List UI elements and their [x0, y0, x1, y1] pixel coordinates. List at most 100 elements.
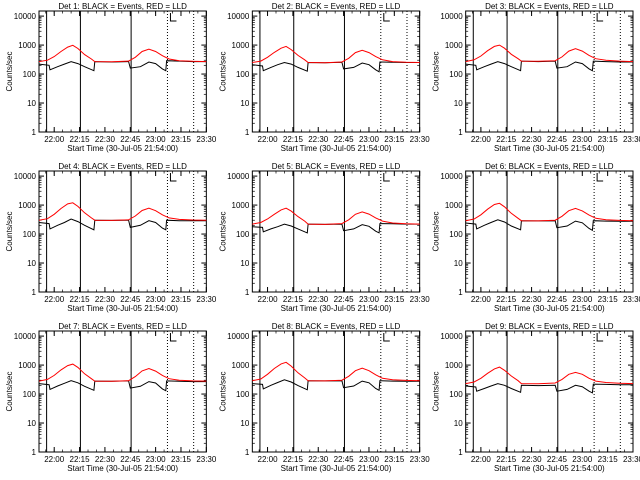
x-tick-label: 23:30: [196, 455, 217, 464]
y-axis-label: Counts/sec: [432, 211, 441, 251]
x-axis-label: Start Time (30-Jul-05 21:54:00): [67, 304, 178, 313]
y-tick-label: 100: [23, 70, 37, 79]
x-tick-label: 23:00: [572, 455, 593, 464]
x-axis-label: Start Time (30-Jul-05 21:54:00): [67, 464, 178, 473]
x-tick-label: 23:15: [171, 135, 192, 144]
bracket-marker: [596, 173, 604, 182]
x-tick-label: 22:00: [44, 295, 65, 304]
x-tick-label: 22:45: [334, 135, 355, 144]
x-tick-label: 22:45: [120, 135, 141, 144]
series-lld-line: [465, 366, 634, 385]
bracket-marker: [383, 13, 390, 22]
y-tick-label: 10000: [440, 172, 463, 181]
chart-title: Det 4: BLACK = Events, RED = LLD: [58, 162, 187, 171]
x-axis-label: Start Time (30-Jul-05 21:54:00): [67, 144, 178, 153]
x-tick-label: 23:00: [146, 455, 167, 464]
plot-frame: [251, 170, 421, 293]
bracket-marker: [169, 333, 177, 342]
y-tick-label: 100: [449, 70, 463, 79]
y-axis-label: Counts/sec: [5, 371, 14, 411]
chart-panel-1: Det 1: BLACK = Events, RED = LLD 1 10 100 10…: [5, 2, 217, 153]
chart-title: Det 9: BLACK = Events, RED = LLD: [485, 322, 614, 331]
x-tick-label: 22:15: [496, 135, 517, 144]
y-tick-label: 1: [458, 288, 463, 297]
y-tick-label: 1000: [18, 361, 36, 370]
chart-panel-8: Det 8: BLACK = Events, RED = LLD 1 10 100 10…: [218, 322, 430, 473]
y-tick-label: 10: [240, 259, 249, 268]
x-tick-label: 23:30: [196, 135, 217, 144]
x-tick-label: 22:15: [70, 135, 91, 144]
x-tick-label: 22:45: [334, 455, 355, 464]
x-tick-label: 23:30: [623, 455, 640, 464]
chart-panel-2: Det 2: BLACK = Events, RED = LLD 1 10 100 10…: [218, 2, 430, 153]
y-tick-label: 1: [32, 128, 37, 137]
x-tick-label: 23:00: [359, 455, 380, 464]
chart-title: Det 8: BLACK = Events, RED = LLD: [272, 322, 401, 331]
x-axis-label: Start Time (30-Jul-05 21:54:00): [281, 144, 392, 153]
x-tick-label: 22:15: [283, 295, 304, 304]
x-tick-label: 22:30: [308, 295, 329, 304]
x-tick-label: 22:15: [70, 295, 91, 304]
y-tick-label: 100: [236, 70, 250, 79]
chart-title: Det 1: BLACK = Events, RED = LLD: [58, 2, 187, 11]
x-axis-label: Start Time (30-Jul-05 21:54:00): [494, 464, 605, 473]
bracket-marker: [596, 13, 604, 22]
y-tick-label: 10000: [440, 332, 463, 341]
x-tick-label: 23:00: [359, 295, 380, 304]
x-tick-label: 22:00: [258, 135, 279, 144]
x-tick-label: 22:30: [522, 295, 543, 304]
y-tick-label: 1000: [18, 201, 36, 210]
y-tick-label: 1: [245, 448, 250, 457]
x-tick-label: 23:00: [146, 295, 167, 304]
x-axis-label: Start Time (30-Jul-05 21:54:00): [494, 144, 605, 153]
x-tick-label: 23:15: [171, 455, 192, 464]
y-tick-label: 10000: [227, 12, 250, 21]
series-events-line: [38, 380, 207, 392]
chart-panel-6: Det 6: BLACK = Events, RED = LLD 1 10 100 10…: [432, 162, 640, 313]
x-tick-label: 23:30: [623, 295, 640, 304]
x-tick-label: 22:00: [44, 455, 65, 464]
x-tick-label: 22:45: [547, 135, 568, 144]
chart-panel-9: Det 9: BLACK = Events, RED = LLD 1 10 100 10…: [432, 322, 640, 473]
y-tick-label: 100: [23, 230, 37, 239]
x-tick-label: 22:00: [44, 135, 65, 144]
chart-title: Det 7: BLACK = Events, RED = LLD: [58, 322, 187, 331]
series-events-line: [252, 379, 420, 392]
series-events-line: [465, 383, 633, 394]
x-tick-label: 22:30: [308, 455, 329, 464]
bracket-marker: [169, 173, 177, 182]
x-tick-label: 22:15: [496, 455, 517, 464]
y-tick-label: 1: [245, 128, 250, 137]
x-tick-label: 23:00: [572, 135, 593, 144]
y-tick-label: 1000: [232, 361, 250, 370]
x-tick-label: 23:30: [623, 135, 640, 144]
y-tick-label: 10: [27, 99, 36, 108]
x-tick-label: 23:00: [146, 135, 167, 144]
y-tick-label: 100: [236, 390, 250, 399]
series-lld-line: [465, 202, 634, 222]
y-axis-label: Counts/sec: [218, 211, 227, 251]
chart-title: Det 3: BLACK = Events, RED = LLD: [485, 2, 614, 11]
x-tick-label: 23:15: [384, 135, 405, 144]
x-axis-label: Start Time (30-Jul-05 21:54:00): [494, 304, 605, 313]
chart-title: Det 6: BLACK = Events, RED = LLD: [485, 162, 614, 171]
series-lld-line: [465, 44, 634, 63]
x-tick-label: 22:00: [471, 295, 492, 304]
y-axis-label: Counts/sec: [218, 371, 227, 411]
y-tick-label: 1000: [232, 201, 250, 210]
y-tick-label: 100: [23, 390, 37, 399]
chart-title: Det 5: BLACK = Events, RED = LLD: [272, 162, 401, 171]
y-tick-label: 10000: [227, 332, 250, 341]
y-axis-label: Counts/sec: [218, 51, 227, 91]
series-lld-line: [252, 45, 420, 64]
chart-panel-5: Det 5: BLACK = Events, RED = LLD 1 10 100 10…: [218, 162, 430, 313]
series-events-line: [465, 219, 633, 232]
y-axis-label: Counts/sec: [432, 51, 441, 91]
y-tick-label: 10000: [14, 12, 37, 21]
y-tick-label: 10: [240, 419, 249, 428]
y-tick-label: 10: [454, 259, 463, 268]
plot-frame: [38, 170, 207, 293]
bracket-marker: [383, 333, 390, 342]
y-tick-label: 10000: [227, 172, 250, 181]
